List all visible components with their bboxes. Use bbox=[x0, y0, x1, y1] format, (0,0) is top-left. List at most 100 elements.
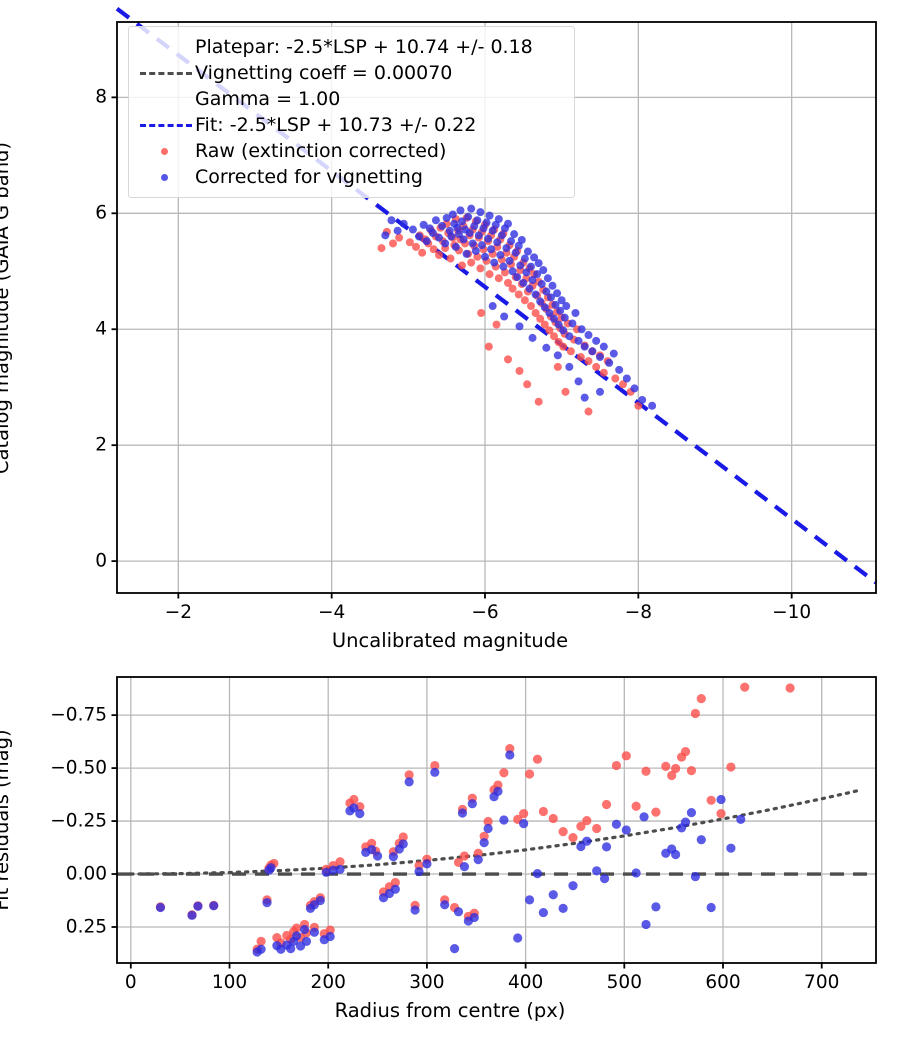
x-tick-label: 700 bbox=[804, 972, 840, 993]
data-point bbox=[467, 204, 476, 213]
y-tick-label: −0.50 bbox=[50, 757, 107, 779]
data-point bbox=[483, 816, 493, 827]
data-point bbox=[435, 251, 443, 260]
legend: Platepar: -2.5*LSP + 10.74 +/- 0.18 Vigne… bbox=[128, 26, 575, 198]
data-point bbox=[726, 843, 736, 853]
y-tick-label: 4 bbox=[95, 318, 107, 340]
data-point bbox=[193, 901, 203, 911]
data-point bbox=[467, 799, 477, 809]
data-point bbox=[538, 907, 548, 918]
data-point bbox=[548, 890, 558, 900]
data-point bbox=[706, 795, 716, 805]
data-point bbox=[508, 284, 517, 293]
data-point bbox=[504, 219, 512, 228]
data-point bbox=[582, 836, 592, 846]
data-point bbox=[471, 246, 480, 255]
data-point bbox=[459, 235, 468, 244]
data-point bbox=[524, 769, 535, 779]
data-point bbox=[454, 230, 463, 239]
data-point bbox=[576, 821, 586, 831]
data-point bbox=[442, 213, 451, 222]
data-point bbox=[493, 238, 502, 247]
data-point bbox=[418, 248, 427, 257]
data-point bbox=[696, 835, 706, 845]
data-point bbox=[716, 794, 726, 805]
data-point bbox=[399, 219, 408, 228]
data-point bbox=[631, 801, 641, 811]
data-point bbox=[619, 380, 627, 389]
data-point bbox=[548, 813, 558, 824]
data-point bbox=[477, 309, 486, 318]
data-point bbox=[505, 750, 515, 760]
data-point bbox=[414, 866, 424, 877]
data-point bbox=[419, 220, 428, 229]
data-point bbox=[422, 237, 431, 246]
data-point bbox=[565, 362, 574, 371]
data-point bbox=[716, 809, 726, 819]
y-tick-label: 2 bbox=[95, 434, 107, 456]
data-point bbox=[459, 851, 470, 861]
data-point bbox=[510, 230, 519, 239]
data-point bbox=[553, 362, 562, 371]
data-point bbox=[550, 332, 558, 341]
y-tick-label: 8 bbox=[95, 86, 107, 108]
legend-item-label: Fit: -2.5*LSP + 10.73 +/- 0.22 bbox=[195, 114, 477, 136]
data-point bbox=[592, 336, 601, 345]
data-point bbox=[155, 902, 166, 913]
data-point bbox=[538, 806, 548, 817]
legend-item-label: Platepar: -2.5*LSP + 10.74 +/- 0.18 bbox=[195, 36, 533, 58]
data-point bbox=[599, 874, 610, 884]
data-point bbox=[514, 290, 523, 299]
data-point bbox=[531, 290, 540, 299]
data-point bbox=[438, 222, 447, 231]
data-point bbox=[523, 247, 532, 256]
data-point bbox=[187, 910, 197, 920]
data-point bbox=[393, 226, 402, 235]
data-point bbox=[474, 231, 483, 240]
axes-frame bbox=[116, 21, 877, 594]
legend-dashed-gray-line-icon bbox=[137, 60, 195, 86]
data-point bbox=[325, 931, 335, 942]
data-point bbox=[534, 397, 543, 406]
data-point bbox=[390, 877, 400, 888]
data-point bbox=[262, 898, 272, 908]
circle-marker-icon bbox=[161, 148, 168, 155]
data-point bbox=[530, 253, 539, 262]
y-tick-label: 0.25 bbox=[65, 916, 107, 938]
data-point bbox=[256, 936, 266, 946]
x-tick-label: 600 bbox=[705, 972, 741, 993]
data-point bbox=[381, 231, 390, 240]
data-point bbox=[453, 223, 462, 232]
data-point bbox=[473, 855, 483, 865]
data-point bbox=[209, 901, 219, 911]
data-point bbox=[513, 273, 522, 282]
data-point bbox=[611, 760, 622, 771]
data-point bbox=[410, 905, 420, 915]
data-point bbox=[502, 244, 511, 253]
data-point bbox=[490, 258, 499, 267]
data-point bbox=[527, 302, 535, 311]
data-point bbox=[494, 215, 503, 224]
data-point bbox=[485, 270, 494, 279]
legend-item: Vignetting coeff = 0.00070 Gamma = 1.00 bbox=[137, 60, 564, 112]
data-point bbox=[584, 357, 593, 366]
data-point bbox=[483, 823, 493, 834]
data-point bbox=[499, 815, 509, 825]
data-point bbox=[462, 249, 471, 258]
data-point bbox=[580, 342, 589, 351]
data-point bbox=[639, 812, 649, 822]
y-tick-label: 6 bbox=[95, 202, 107, 224]
data-point bbox=[634, 401, 643, 410]
data-point bbox=[517, 235, 526, 244]
data-point bbox=[553, 351, 562, 360]
y-axis-label: Fit residuals (mag) bbox=[0, 729, 13, 911]
data-point bbox=[588, 347, 597, 356]
data-point bbox=[469, 912, 479, 923]
data-point bbox=[671, 849, 681, 860]
data-point bbox=[592, 823, 602, 834]
data-point bbox=[605, 358, 614, 367]
series-corrected bbox=[381, 204, 657, 410]
y-tick-label: 0.00 bbox=[65, 863, 107, 885]
legend-red-marker-icon bbox=[137, 138, 195, 164]
data-point bbox=[534, 259, 543, 268]
